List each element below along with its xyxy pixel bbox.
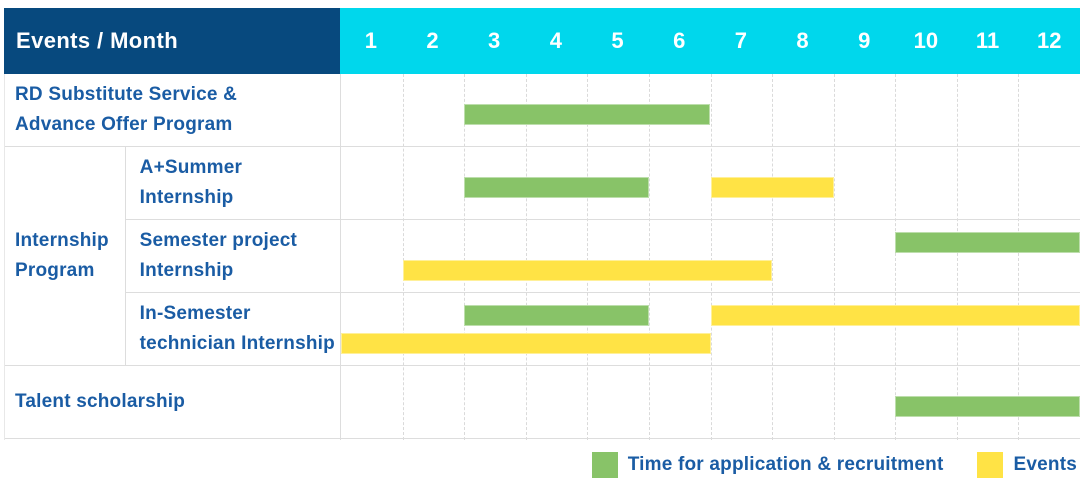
green-bar-talent-scholarship [895, 396, 1080, 417]
month-header-7: 7 [734, 28, 747, 53]
group-label: Internship Program [5, 147, 125, 366]
yellow-legend-swatch [977, 452, 1004, 478]
month-header-2: 2 [426, 28, 439, 53]
yellow-bar-semester-project-internship [402, 260, 773, 281]
yellow-bar-in-semester-technician-internship [341, 333, 711, 354]
row-label-a-plus-summer-internship: A+Summer Internship [125, 147, 340, 220]
table-header-row: Events / Month 1 2 3 4 5 6 7 8 9 10 11 12 [4, 8, 1080, 74]
timeline-area [340, 74, 1080, 440]
row-label-semester-project-internship: Semester project Internship [125, 220, 340, 293]
month-gridline-2 [464, 74, 466, 440]
yellow-bar-a-plus-summer-internship [710, 177, 834, 198]
month-header-4: 4 [549, 28, 562, 53]
month-gridline-6 [710, 74, 712, 440]
month-header-row: 1 2 3 4 5 6 7 8 9 10 11 12 [340, 8, 1080, 74]
yellow-bar-in-semester-technician-internship [710, 305, 1080, 326]
month-gridline-8 [833, 74, 835, 440]
month-gridline-5 [648, 74, 650, 440]
month-header-1: 1 [364, 28, 377, 53]
timeline-row-talent-scholarship [341, 366, 1080, 439]
month-gridline-11 [1018, 74, 1020, 440]
legend: Time for application & recruitment Events [591, 452, 1077, 478]
month-header-5: 5 [611, 28, 624, 53]
green-legend-swatch [591, 452, 618, 478]
month-gridline-4 [587, 74, 589, 440]
group-sub-labels: A+Summer Internship Semester project Inte… [124, 147, 340, 366]
month-gridline-1 [402, 74, 404, 440]
month-header-11: 11 [975, 28, 1000, 53]
table-body: RD Substitute Service & Advance Offer Pr… [4, 74, 1080, 440]
label-column: RD Substitute Service & Advance Offer Pr… [4, 74, 340, 440]
month-gridline-3 [525, 74, 527, 440]
green-bar-a-plus-summer-internship [464, 177, 649, 198]
row-label-talent-scholarship: Talent scholarship [5, 366, 340, 439]
timeline-row-rd-substitute [341, 74, 1080, 147]
legend-item-yellow: Events [977, 452, 1077, 478]
timeline-row-in-semester-technician-internship [341, 293, 1080, 366]
legend-label-yellow: Events [1013, 454, 1077, 475]
green-bar-in-semester-technician-internship [464, 305, 649, 326]
green-bar-rd-substitute [464, 104, 711, 125]
month-header-8: 8 [796, 28, 809, 53]
green-bar-semester-project-internship [895, 232, 1080, 253]
month-header-10: 10 [913, 28, 939, 53]
month-gridline-9 [895, 74, 897, 440]
timeline-row-semester-project-internship [341, 220, 1080, 293]
row-label-rd-substitute: RD Substitute Service & Advance Offer Pr… [5, 74, 340, 147]
row-label-in-semester-technician-internship: In-Semester technician Internship [125, 293, 340, 366]
timeline-row-a-plus-summer-internship [341, 147, 1080, 220]
legend-item-green: Time for application & recruitment [591, 452, 944, 478]
gantt-table: Events / Month 1 2 3 4 5 6 7 8 9 10 11 12 RD Substi… [4, 8, 1080, 440]
header-events-month-cell: Events / Month [4, 8, 340, 74]
month-gridline-10 [956, 74, 958, 440]
month-header-12: 12 [1036, 28, 1062, 53]
group-internship-program: Internship Program A+Summer Internship Sem… [5, 147, 340, 366]
month-gridline-7 [772, 74, 774, 440]
month-header-3: 3 [488, 28, 501, 53]
month-header-9: 9 [858, 28, 871, 53]
month-header-6: 6 [673, 28, 686, 53]
legend-label-green: Time for application & recruitment [627, 454, 944, 475]
